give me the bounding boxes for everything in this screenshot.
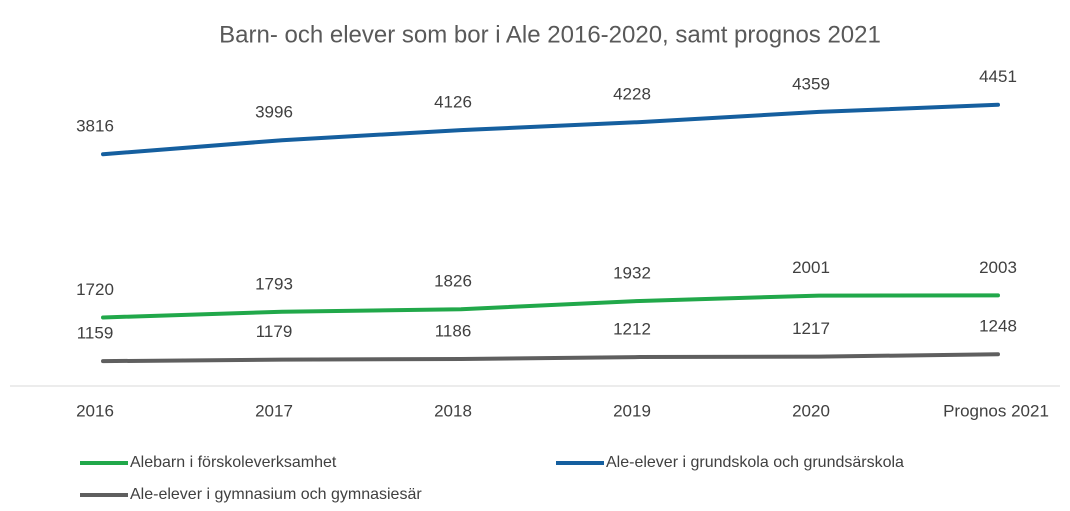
data-label: 2003 [979,258,1017,277]
data-label: 3996 [255,103,293,122]
x-tick-label: Prognos 2021 [943,401,1049,420]
data-label: 4359 [792,74,830,93]
chart-title: Barn- och elever som bor i Ale 2016-2020… [219,21,881,48]
x-tick-label: 2016 [76,401,114,420]
x-tick-label: 2018 [434,401,472,420]
data-label: 3816 [76,117,114,136]
data-label: 4451 [979,67,1017,86]
data-label: 4228 [613,85,651,104]
legend-label: Alebarn i förskoleverksamhet [130,454,337,471]
x-tick-label: 2020 [792,401,830,420]
series-line [101,293,1000,320]
data-label: 1159 [77,324,114,343]
legend-label: Ale-elever i grundskola och grundsärskol… [606,454,904,471]
legend-label: Ale-elever i gymnasium och gymnasiesär [130,486,422,503]
data-label: 4126 [434,93,472,112]
data-label: 1248 [979,317,1017,336]
data-label: 1826 [434,272,472,291]
x-tick-label: 2017 [255,401,293,420]
data-label: 1179 [256,322,293,341]
series-line [101,352,1000,364]
data-label: 1793 [255,274,293,293]
data-label: 1932 [613,263,651,282]
data-label: 1186 [435,322,472,341]
data-label: 2001 [792,258,830,277]
data-label: 1720 [76,280,114,299]
data-label: 1217 [792,319,830,338]
series-line [101,102,1000,157]
data-label: 1212 [613,320,651,339]
x-tick-label: 2019 [613,401,651,420]
